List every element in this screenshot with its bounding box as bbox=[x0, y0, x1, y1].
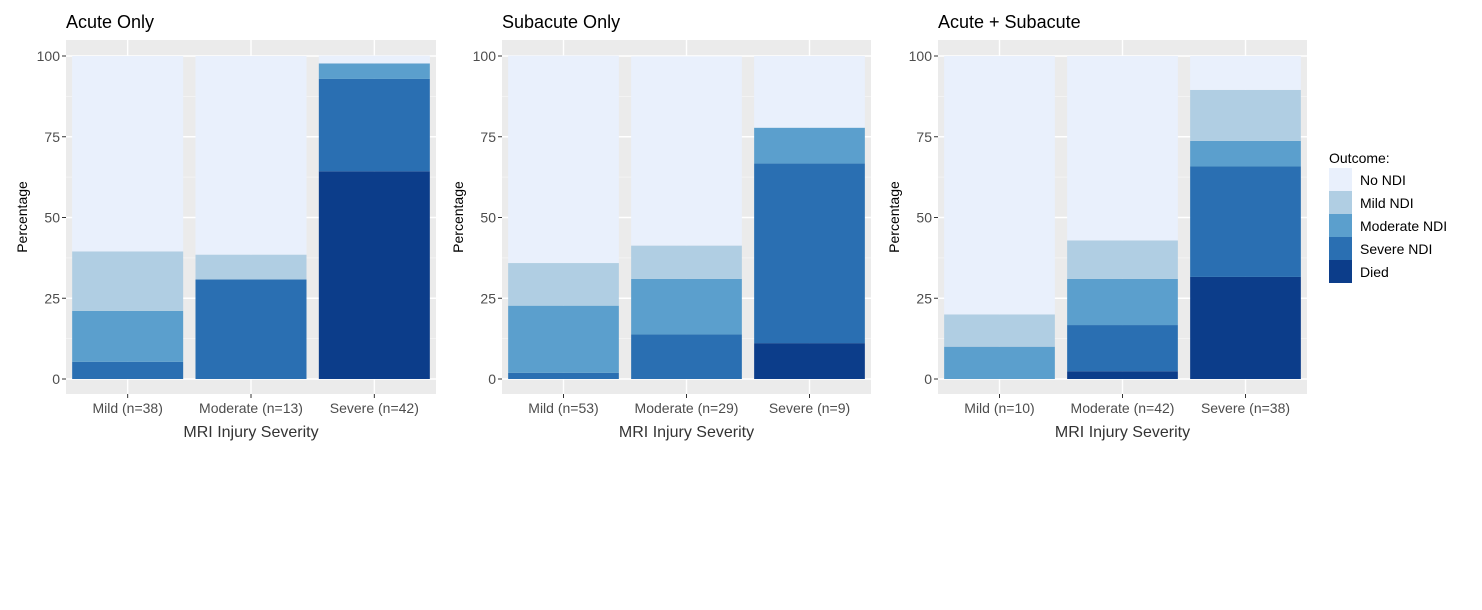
bar-segment-no-ndi bbox=[754, 56, 865, 128]
y-tick-label: 100 bbox=[37, 48, 61, 64]
bar-segment-severe-ndi bbox=[631, 334, 742, 379]
bar-segment-no-ndi bbox=[1190, 56, 1301, 90]
legend-item-no-ndi: No NDI bbox=[1329, 168, 1479, 191]
panel-2: Mild (n=53) Moderate (n=29) Severe (n=9) 0 2… bbox=[450, 12, 871, 441]
x-tick-label: Moderate (n=13) bbox=[199, 400, 303, 416]
x-axis-title: MRI Injury Severity bbox=[183, 424, 318, 441]
bar-segment-moderate-ndi bbox=[318, 63, 430, 79]
bar-segment-no-ndi bbox=[195, 56, 307, 255]
bar-segment-died bbox=[1190, 276, 1301, 379]
bar-segment-no-ndi bbox=[72, 56, 184, 252]
bar-segment-mild-ndi bbox=[944, 314, 1055, 347]
legend-label: Severe NDI bbox=[1360, 240, 1433, 257]
bar-segment-died bbox=[754, 343, 865, 379]
x-tick-label: Severe (n=38) bbox=[1201, 400, 1290, 416]
bar-segment-moderate-ndi bbox=[508, 305, 619, 373]
bar-segment-severe-ndi bbox=[72, 361, 184, 379]
bar-segment-severe-ndi bbox=[195, 279, 307, 379]
bar-segment-severe-ndi bbox=[508, 372, 619, 379]
y-tick-label: 75 bbox=[480, 129, 496, 145]
bar-segment-mild-ndi bbox=[631, 245, 742, 279]
panel-title: Subacute Only bbox=[502, 12, 620, 32]
y-tick-label: 50 bbox=[480, 210, 496, 226]
bar-segment-no-ndi bbox=[318, 55, 430, 64]
legend-label: No NDI bbox=[1360, 171, 1406, 188]
x-tick-label: Mild (n=53) bbox=[528, 400, 598, 416]
y-axis-title: Percentage bbox=[886, 181, 902, 253]
legend-key-no-ndi bbox=[1329, 168, 1352, 191]
y-tick-label: 25 bbox=[44, 290, 60, 306]
bar-segment-mild-ndi bbox=[1190, 89, 1301, 141]
legend-item-moderate-ndi: Moderate NDI bbox=[1329, 214, 1479, 237]
x-axis-title: MRI Injury Severity bbox=[1055, 424, 1190, 441]
panel-title: Acute Only bbox=[66, 12, 154, 32]
bar-segment-mild-ndi bbox=[508, 263, 619, 306]
bar-segment-died bbox=[1067, 371, 1178, 379]
x-tick-label: Moderate (n=42) bbox=[1071, 400, 1175, 416]
y-tick-label: 25 bbox=[480, 290, 496, 306]
legend: Outcome: No NDI Mild NDI Moderate NDI Sever… bbox=[1329, 148, 1479, 283]
legend-title: Outcome: bbox=[1329, 150, 1390, 166]
legend-label: Moderate NDI bbox=[1360, 217, 1448, 234]
bar-segment-severe-ndi bbox=[1067, 325, 1178, 372]
y-tick-label: 0 bbox=[52, 371, 60, 387]
y-axis-title: Percentage bbox=[450, 181, 466, 253]
x-tick-label: Moderate (n=29) bbox=[635, 400, 739, 416]
bar-segment-died bbox=[318, 171, 430, 379]
bar-segment-moderate-ndi bbox=[944, 346, 1055, 379]
y-tick-label: 100 bbox=[473, 48, 497, 64]
bar-segment-mild-ndi bbox=[195, 254, 307, 280]
x-tick-label: Mild (n=10) bbox=[964, 400, 1034, 416]
y-tick-label: 0 bbox=[924, 371, 932, 387]
bar-segment-severe-ndi bbox=[1190, 166, 1301, 277]
bar-segment-mild-ndi bbox=[1067, 240, 1178, 279]
bar-segment-moderate-ndi bbox=[72, 310, 184, 362]
bar-segment-severe-ndi bbox=[318, 78, 430, 172]
y-tick-label: 0 bbox=[488, 371, 496, 387]
panel-1: Mild (n=38) Moderate (n=13) Severe (n=42) 0… bbox=[14, 12, 436, 441]
bar-segment-no-ndi bbox=[631, 56, 742, 246]
bar-segment-no-ndi bbox=[944, 56, 1055, 315]
bar-segment-no-ndi bbox=[508, 55, 619, 264]
x-tick-label: Severe (n=9) bbox=[769, 400, 850, 416]
legend-item-died: Died bbox=[1329, 260, 1479, 283]
legend-item-severe-ndi: Severe NDI bbox=[1329, 237, 1479, 260]
legend-label: Died bbox=[1360, 263, 1389, 280]
y-tick-label: 100 bbox=[909, 48, 933, 64]
bar-segment-moderate-ndi bbox=[1190, 140, 1301, 167]
bar-segment-moderate-ndi bbox=[754, 127, 865, 164]
panel-3: Mild (n=10) Moderate (n=42) Severe (n=38) 0… bbox=[886, 12, 1307, 441]
y-tick-label: 50 bbox=[916, 210, 932, 226]
legend-key-moderate-ndi bbox=[1329, 214, 1352, 237]
legend-item-mild-ndi: Mild NDI bbox=[1329, 191, 1479, 214]
y-tick-label: 75 bbox=[916, 129, 932, 145]
legend-label: Mild NDI bbox=[1360, 194, 1414, 211]
bar-segment-severe-ndi bbox=[754, 163, 865, 344]
x-tick-label: Severe (n=42) bbox=[330, 400, 419, 416]
y-tick-label: 25 bbox=[916, 290, 932, 306]
bar-segment-mild-ndi bbox=[72, 251, 184, 311]
legend-key-severe-ndi bbox=[1329, 237, 1352, 260]
panel-title: Acute + Subacute bbox=[938, 12, 1081, 32]
bar-segment-moderate-ndi bbox=[631, 278, 742, 335]
y-tick-label: 50 bbox=[44, 210, 60, 226]
y-tick-label: 75 bbox=[44, 129, 60, 145]
x-axis-title: MRI Injury Severity bbox=[619, 424, 754, 441]
bar-segment-moderate-ndi bbox=[1067, 278, 1178, 326]
bar-segment-no-ndi bbox=[1067, 56, 1178, 241]
legend-key-died bbox=[1329, 260, 1352, 283]
y-axis-title: Percentage bbox=[14, 181, 30, 253]
legend-key-mild-ndi bbox=[1329, 191, 1352, 214]
x-tick-label: Mild (n=38) bbox=[92, 400, 162, 416]
